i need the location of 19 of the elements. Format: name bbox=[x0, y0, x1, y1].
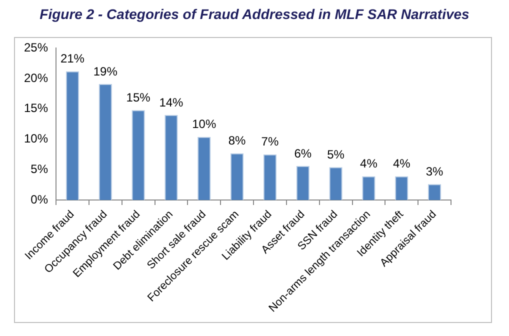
data-label: 14% bbox=[159, 95, 184, 110]
chart-title: Figure 2 - Categories of Fraud Addressed in MLF SAR Narratives bbox=[38, 6, 470, 22]
y-tick-label: 0% bbox=[30, 192, 48, 206]
y-tick-label: 15% bbox=[24, 101, 48, 116]
data-label: 21% bbox=[60, 52, 85, 66]
data-label: 7% bbox=[261, 134, 279, 149]
data-label: 4% bbox=[392, 156, 411, 171]
y-tick-label: 25% bbox=[24, 40, 48, 55]
data-label: 15% bbox=[126, 90, 151, 104]
data-label: 6% bbox=[294, 146, 312, 160]
data-label: 3% bbox=[426, 164, 444, 178]
data-label: 10% bbox=[192, 117, 216, 132]
data-label: 8% bbox=[228, 134, 246, 148]
data-label: 5% bbox=[327, 147, 345, 162]
y-tick-label: 20% bbox=[24, 70, 48, 85]
data-label: 19% bbox=[93, 64, 118, 78]
y-tick-label: 10% bbox=[24, 132, 48, 146]
y-tick-label: 5% bbox=[30, 162, 48, 176]
data-label: 4% bbox=[360, 156, 378, 171]
